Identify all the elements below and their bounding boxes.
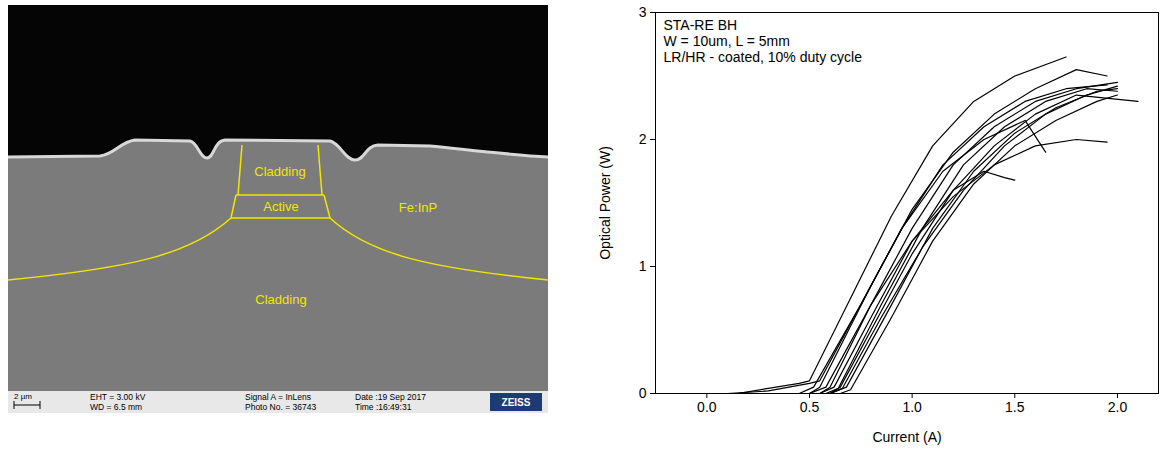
svg-text:Optical Power (W): Optical Power (W) [597, 146, 613, 260]
svg-text:Signal A = InLens: Signal A = InLens [245, 392, 311, 402]
svg-text:STA-RE BHW = 10um, L = 5mmLR/H: STA-RE BHW = 10um, L = 5mmLR/HR - coated… [664, 17, 863, 65]
svg-text:Cladding: Cladding [255, 292, 306, 307]
svg-text:WD = 6.5 mm: WD = 6.5 mm [90, 402, 142, 412]
svg-text:Current (A): Current (A) [872, 429, 941, 445]
svg-text:Cladding: Cladding [254, 164, 305, 179]
svg-text:Photo No. = 36743: Photo No. = 36743 [245, 402, 316, 412]
svg-text:3: 3 [639, 4, 647, 20]
svg-text:Fe:InP: Fe:InP [399, 200, 437, 215]
svg-text:1: 1 [639, 258, 647, 274]
svg-text:Active: Active [263, 199, 298, 214]
svg-text:Date :19 Sep 2017: Date :19 Sep 2017 [355, 392, 426, 402]
svg-text:ZEISS: ZEISS [502, 397, 531, 408]
svg-text:EHT = 3.00 kV: EHT = 3.00 kV [90, 392, 146, 402]
svg-text:1.5: 1.5 [1005, 399, 1025, 415]
svg-text:2: 2 [639, 131, 647, 147]
svg-text:1.0: 1.0 [902, 399, 922, 415]
svg-text:0.5: 0.5 [800, 399, 820, 415]
svg-text:0: 0 [639, 385, 647, 401]
svg-text:0.0: 0.0 [697, 399, 717, 415]
svg-text:2 µm: 2 µm [14, 392, 32, 401]
svg-text:2.0: 2.0 [1108, 399, 1128, 415]
svg-text:Time :16:49:31: Time :16:49:31 [355, 402, 412, 412]
